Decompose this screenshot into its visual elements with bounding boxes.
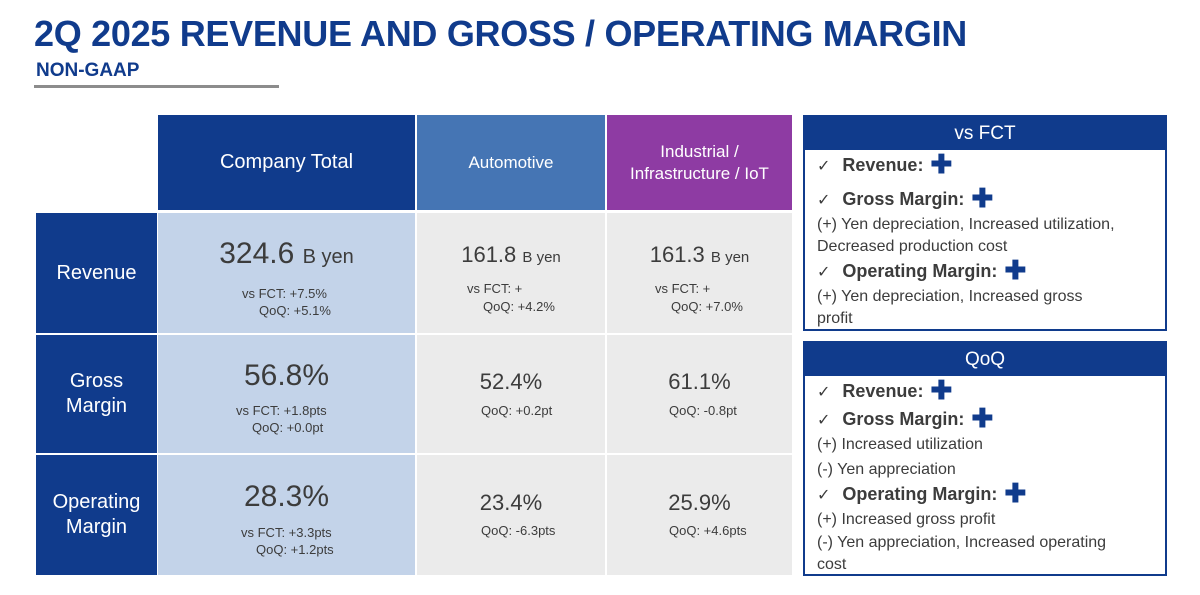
row-header-label: Revenue	[56, 261, 137, 284]
qoq-value: QoQ: +0.0pt	[252, 420, 324, 435]
qoq-gross-detail-1: (+) Increased utilization	[817, 436, 983, 453]
vs-fct-value: vs FCT: +	[655, 281, 711, 296]
qoq-gross-detail-2: (-) Yen appreciation	[817, 461, 956, 478]
row-header-gross-margin: Gross Margin	[36, 335, 157, 453]
metric-value: 52.4%	[479, 369, 543, 394]
row-header-label-line1: Operating	[52, 491, 141, 513]
cell-revenue-industrial: 161.3 B yen vs FCT: + QoQ: +7.0%	[607, 213, 792, 333]
vs-fct-operating-detail-1: (+) Yen depreciation, Increased gross	[817, 288, 1083, 305]
vs-fct-panel-title: vs FCT	[805, 117, 1165, 150]
column-header-label-line1: Industrial /	[660, 141, 739, 161]
vs-fct-value: vs FCT: +3.3pts	[241, 525, 332, 540]
qoq-value: QoQ: +0.2pt	[481, 403, 553, 418]
qoq-operating-item: ✓ Operating Margin: ✚	[817, 478, 1027, 508]
qoq-value: QoQ: +4.6pts	[669, 523, 747, 538]
page-subtitle: NON-GAAP	[36, 60, 140, 81]
qoq-panel-title: QoQ	[805, 343, 1165, 376]
row-header-label-line2: Margin	[65, 516, 128, 538]
column-header-automotive: Automotive	[417, 115, 605, 210]
qoq-value: QoQ: -0.8pt	[669, 403, 737, 418]
cell-revenue-company-total: 324.6 B yen vs FCT: +7.5% QoQ: +5.1%	[158, 213, 415, 333]
vs-fct-gross-detail-1: (+) Yen depreciation, Increased utilizat…	[817, 216, 1115, 233]
row-header-operating-margin: Operating Margin	[36, 455, 157, 575]
plus-icon: ✚	[971, 403, 994, 433]
qoq-value: QoQ: +4.2%	[483, 299, 555, 314]
vs-fct-value: vs FCT: +	[467, 281, 523, 296]
qoq-panel: QoQ ✓ Revenue: ✚ ✓ Gross Margin: ✚ (+) Inc…	[803, 341, 1167, 576]
qoq-operating-detail-3: cost	[817, 556, 847, 573]
check-icon: ✓	[817, 264, 831, 281]
check-icon: ✓	[817, 384, 831, 401]
vs-fct-panel: vs FCT ✓ Revenue: ✚ ✓ Gross Margin: ✚ (+) …	[803, 115, 1167, 331]
check-icon: ✓	[817, 487, 831, 504]
vs-fct-operating-item: ✓ Operating Margin: ✚	[817, 255, 1027, 285]
cell-gross-margin-automotive: 52.4% QoQ: +0.2pt	[417, 335, 605, 453]
vs-fct-gross-detail-2: Decreased production cost	[817, 238, 1008, 255]
check-icon: ✓	[817, 192, 831, 209]
metric-value: 324.6 B yen	[219, 237, 354, 270]
metric-value: 28.3%	[243, 480, 330, 513]
qoq-operating-detail-2: (-) Yen appreciation, Increased operatin…	[817, 534, 1107, 551]
plus-icon: ✚	[971, 183, 994, 213]
vs-fct-value: vs FCT: +1.8pts	[236, 403, 327, 418]
plus-icon: ✚	[930, 375, 953, 405]
qoq-gross-item: ✓ Gross Margin: ✚	[817, 403, 994, 433]
qoq-value: QoQ: +5.1%	[259, 303, 331, 318]
column-header-label: Company Total	[219, 151, 354, 173]
metric-unit: B yen	[710, 249, 750, 266]
metric-value: 161.3 B yen	[649, 242, 750, 267]
metric-value: 25.9%	[668, 490, 731, 515]
metric-unit: B yen	[302, 246, 354, 268]
row-header-revenue: Revenue	[36, 213, 157, 333]
row-header-label-line2: Margin	[65, 395, 128, 417]
column-header-company-total: Company Total	[158, 115, 415, 210]
cell-operating-margin-industrial: 25.9% QoQ: +4.6pts	[607, 455, 792, 575]
qoq-revenue-item: ✓ Revenue: ✚	[817, 375, 953, 405]
metric-value: 23.4%	[479, 490, 543, 515]
column-header-label: Automotive	[468, 152, 554, 172]
title-underline	[34, 85, 279, 88]
cell-gross-margin-industrial: 61.1% QoQ: -0.8pt	[607, 335, 792, 453]
row-header-label-line1: Gross	[69, 370, 124, 392]
plus-icon: ✚	[1004, 478, 1027, 508]
metric-unit: B yen	[522, 249, 561, 266]
plus-icon: ✚	[1004, 255, 1027, 285]
vs-fct-value: vs FCT: +7.5%	[242, 286, 327, 301]
check-icon: ✓	[817, 158, 831, 175]
vs-fct-operating-detail-2: profit	[817, 310, 853, 327]
qoq-value: QoQ: -6.3pts	[481, 523, 556, 538]
qoq-value: QoQ: +1.2pts	[256, 542, 334, 557]
cell-operating-margin-automotive: 23.4% QoQ: -6.3pts	[417, 455, 605, 575]
cell-revenue-automotive: 161.8 B yen vs FCT: + QoQ: +4.2%	[417, 213, 605, 333]
cell-operating-margin-company-total: 28.3% vs FCT: +3.3pts QoQ: +1.2pts	[158, 455, 415, 575]
metric-value: 161.8 B yen	[461, 242, 561, 267]
metric-value: 56.8%	[243, 359, 330, 392]
qoq-value: QoQ: +7.0%	[671, 299, 743, 314]
plus-icon: ✚	[930, 149, 953, 179]
cell-gross-margin-company-total: 56.8% vs FCT: +1.8pts QoQ: +0.0pt	[158, 335, 415, 453]
metric-value: 61.1%	[668, 369, 731, 394]
column-header-industrial: Industrial / Infrastructure / IoT	[607, 115, 792, 210]
qoq-operating-detail-1: (+) Increased gross profit	[817, 511, 996, 528]
vs-fct-revenue-item: ✓ Revenue: ✚	[817, 149, 953, 179]
page-title: 2Q 2025 REVENUE AND GROSS / OPERATING MA…	[34, 13, 967, 54]
column-header-label-line2: Infrastructure / IoT	[630, 163, 769, 183]
vs-fct-gross-item: ✓ Gross Margin: ✚	[817, 183, 994, 213]
check-icon: ✓	[817, 412, 831, 429]
